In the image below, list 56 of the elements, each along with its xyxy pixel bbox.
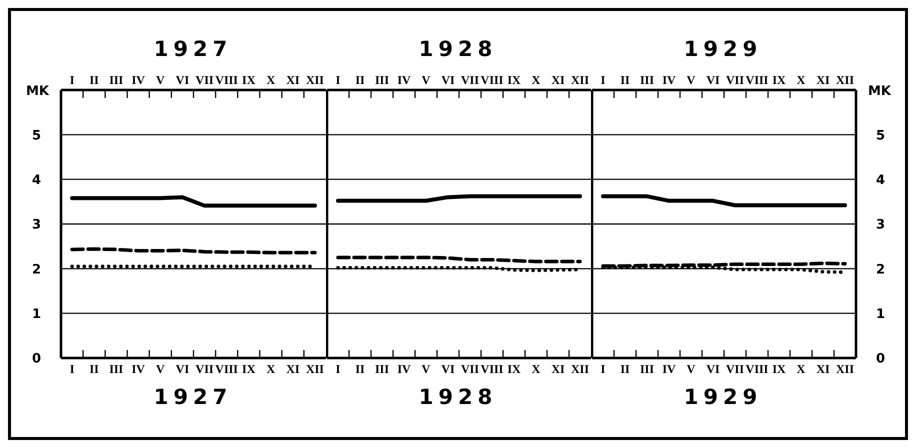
x-tick-label: X (266, 362, 275, 376)
y-tick-label: 3 (31, 218, 40, 233)
text: 1929 (682, 385, 764, 409)
x-tick-label: III (374, 73, 389, 87)
x-tick-label: IX (242, 362, 256, 376)
x-tick-label: X (531, 73, 540, 87)
x-tick-label: III (639, 362, 654, 376)
y-axis-title: MK (25, 84, 50, 99)
x-tick-label: I (69, 362, 74, 376)
x-tick-label: IX (506, 73, 520, 87)
y-tick-label: 0 (31, 352, 40, 367)
x-axis-title: 1929 (682, 37, 764, 61)
y2-tick-label: 2 (876, 262, 885, 278)
text: 1928 (418, 385, 498, 409)
x-tick-label: VII (725, 362, 744, 376)
x-tick-label: VII (195, 362, 214, 376)
text: 1927 (152, 385, 234, 409)
x-axis-title: 1927 (152, 37, 234, 61)
x-tick-label: V (156, 362, 165, 376)
y2-tick-label: 5 (876, 128, 885, 144)
x-tick-label: IV (396, 73, 410, 87)
x-tick-label: XI (550, 73, 564, 87)
x-tick-label: II (88, 362, 99, 376)
y2-tick-label: 0 (876, 352, 885, 367)
x-tick-label: XI (816, 362, 830, 376)
x-tick-label: X (796, 362, 806, 376)
x-tick-label: XII (570, 73, 589, 87)
x-tick-label: IV (131, 362, 145, 376)
x-tick-label: IV (662, 362, 676, 376)
x-tick-label: I (335, 73, 340, 87)
x-tick-label: XII (835, 362, 854, 376)
x-tick-label: IX (772, 362, 786, 376)
x-tick-label: VIII (745, 362, 768, 376)
x-tick-label: III (108, 362, 124, 376)
x-tick-label: VIII (480, 73, 504, 87)
y-tick-label: 2 (31, 262, 40, 278)
y2-tick-label: 1 (876, 306, 885, 322)
y-tick-label: 4 (31, 172, 40, 188)
x-tick-label: XI (286, 362, 300, 376)
x-tick-label: VIII (214, 362, 238, 376)
y2-tick-label: 3 (876, 218, 885, 233)
x-tick-label: VI (706, 362, 720, 376)
x-tick-label: VI (175, 362, 189, 376)
y2-axis-title: MK (868, 84, 892, 99)
x-tick-label: XII (305, 362, 324, 376)
y-tick-label: 5 (31, 128, 40, 144)
x-tick-label: V (421, 73, 430, 87)
x-tick-label: II (620, 362, 630, 376)
x-tick-label: VII (460, 73, 479, 87)
y2-tick-label: 4 (876, 172, 885, 188)
x-axis-title: 1928 (418, 37, 498, 61)
x-tick-label: VI (440, 73, 454, 87)
x-tick-label: I (600, 362, 606, 376)
y-tick-label: 1 (31, 306, 40, 322)
x-tick-label: II (354, 73, 364, 87)
x-tick-label: V (686, 362, 696, 376)
